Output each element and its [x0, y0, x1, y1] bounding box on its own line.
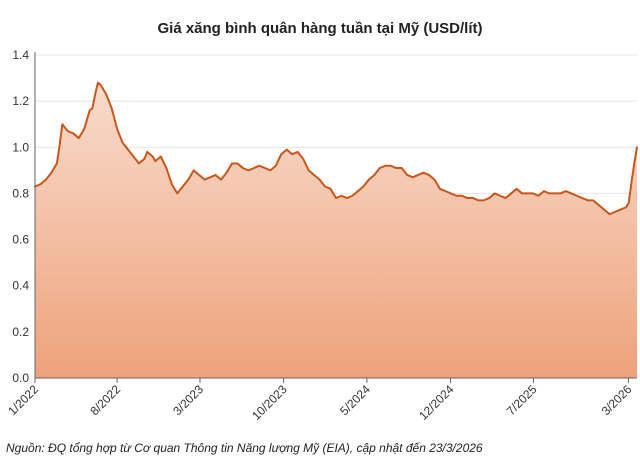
price-area-chart: Giá xăng bình quân hàng tuần tại Mỹ (USD…: [5, 20, 638, 423]
y-tick-label: 0.0: [12, 371, 29, 385]
x-tick-label: 3/2026: [599, 382, 635, 418]
source-note: Nguồn: ĐQ tổng hợp từ Cơ quan Thông tin …: [6, 441, 483, 455]
x-tick-label: 1/2022: [5, 382, 41, 418]
price-area-fill: [35, 82, 637, 378]
x-tick-label: 10/2023: [249, 382, 290, 423]
x-tick-label: 3/2023: [170, 382, 206, 418]
x-tick-label: 12/2024: [416, 382, 457, 423]
y-tick-label: 0.6: [12, 233, 29, 247]
y-tick-label: 0.2: [12, 325, 29, 339]
price-line: [34, 81, 638, 216]
axes-layer: [34, 52, 637, 379]
y-tick-label: 1.4: [12, 48, 29, 62]
y-axis-ticks: 0.0 0.2 0.4 0.6 0.8 1.0 1.2 1.4: [12, 48, 29, 385]
y-tick-label: 1.0: [12, 140, 29, 154]
x-tick-label: 7/2025: [504, 382, 540, 418]
y-tick-label: 0.8: [12, 186, 29, 200]
chart-title: Giá xăng bình quân hàng tuần tại Mỹ (USD…: [157, 20, 482, 37]
x-tick-label: 5/2024: [337, 382, 373, 418]
y-tick-label: 1.2: [12, 94, 29, 108]
x-tick-label: 8/2022: [87, 382, 123, 418]
x-axis-ticks: 1/2022 8/2022 3/2023 10/2023 5/2024 12/2024 7/…: [5, 378, 635, 423]
y-tick-label: 0.4: [12, 279, 29, 293]
